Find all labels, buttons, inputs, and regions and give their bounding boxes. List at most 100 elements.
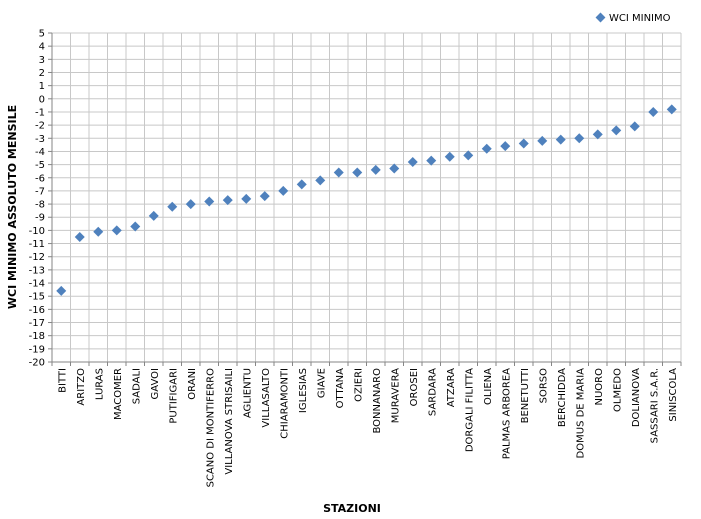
x-tick-label: ATZARA: [446, 368, 457, 407]
data-point: [259, 191, 270, 202]
y-tick-label: -13: [29, 265, 45, 276]
x-tick-label: SASSARI S.A.R.: [649, 368, 660, 443]
x-tick-label: GIAVE: [316, 368, 327, 398]
x-tick-label: PUTIFIGARI: [168, 368, 179, 424]
y-axis-tick-labels: -20-19-18-17-16-15-14-13-12-11-10-9-8-7-…: [29, 29, 45, 369]
y-tick-label: -17: [29, 318, 45, 329]
data-point: [296, 179, 307, 190]
x-tick-label: PALMAS ARBOREA: [501, 368, 512, 459]
data-point: [592, 129, 603, 140]
y-tick-label: -8: [35, 200, 45, 211]
y-tick-label: -16: [29, 305, 45, 316]
data-point: [481, 143, 492, 154]
x-tick-label: OLIENA: [483, 368, 494, 405]
x-tick-label: BENETUTTI: [520, 368, 531, 423]
data-point: [463, 150, 474, 161]
data-point: [611, 125, 622, 136]
y-tick-label: -6: [35, 173, 45, 184]
data-point: [333, 167, 344, 178]
data-point: [648, 106, 659, 117]
y-tick-label: -15: [29, 292, 45, 303]
y-tick-label: 0: [39, 94, 45, 105]
data-point: [370, 164, 381, 175]
x-tick-label: BONNANARO: [372, 368, 383, 434]
x-tick-label: ORANI: [187, 368, 198, 400]
y-tick-label: 2: [39, 68, 45, 79]
y-tick-label: -18: [29, 331, 45, 342]
x-tick-label: SARDARA: [427, 368, 438, 416]
data-point: [444, 151, 455, 162]
x-tick-label: DORGALI FILITTA: [464, 368, 475, 452]
x-tick-label: SORSO: [538, 368, 549, 404]
x-tick-label: BITTI: [57, 368, 68, 393]
data-point: [500, 141, 511, 152]
data-point: [666, 104, 677, 115]
data-point: [93, 226, 104, 237]
y-tick-label: -10: [29, 226, 45, 237]
data-point: [185, 199, 196, 210]
data-point: [148, 210, 159, 221]
y-tick-label: -9: [35, 213, 45, 224]
y-tick-label: -2: [35, 121, 45, 132]
data-point: [389, 163, 400, 174]
data-point: [426, 155, 437, 166]
legend-label: WCI MINIMO: [609, 13, 671, 24]
y-tick-label: -20: [29, 358, 45, 369]
data-point: [407, 156, 418, 167]
data-point: [555, 134, 566, 145]
y-tick-label: 5: [39, 29, 45, 40]
x-tick-label: VILLASALTO: [261, 368, 272, 428]
data-point: [167, 201, 178, 212]
data-point: [278, 185, 289, 196]
data-point: [315, 175, 326, 186]
x-tick-label: CHIARAMONTI: [279, 368, 290, 439]
x-tick-label: DOLIANOVA: [631, 368, 642, 427]
x-tick-label: OTTANA: [335, 368, 346, 408]
x-tick-label: NUORO: [594, 368, 605, 406]
data-point: [574, 133, 585, 144]
y-tick-label: -11: [29, 239, 45, 250]
x-tick-label: MURAVERA: [390, 368, 401, 423]
x-axis-title: STAZIONI: [323, 502, 381, 515]
y-tick-label: -7: [35, 186, 45, 197]
legend-marker: [595, 12, 606, 23]
data-point: [130, 221, 141, 232]
data-points: [56, 104, 677, 296]
y-tick-label: -3: [35, 134, 45, 145]
x-axis-tick-labels: BITTI ARITZO LURAS MACOMER SADALI GAVOI PUTIFI…: [57, 368, 679, 488]
y-tick-label: 1: [39, 81, 45, 92]
x-tick-label: VILLANOVA STRISAILI: [224, 368, 235, 475]
x-tick-label: SINISCOLA: [668, 368, 679, 422]
data-point: [629, 121, 640, 132]
x-tick-label: OLMEDO: [612, 368, 623, 412]
x-tick-label: MACOMER: [113, 368, 124, 420]
x-tick-label: DOMUS DE MARIA: [575, 368, 586, 459]
y-tick-label: 4: [39, 42, 45, 53]
y-axis-title: WCI MINIMO ASSOLUTO MENSILE: [6, 105, 19, 309]
x-tick-label: SADALI: [131, 368, 142, 404]
legend: WCI MINIMO: [595, 12, 671, 24]
y-tick-label: -5: [35, 160, 45, 171]
y-tick-label: -1: [35, 107, 45, 118]
data-point: [204, 196, 215, 207]
x-tick-label: BERCHIDDA: [557, 368, 568, 427]
grid-lines: [51, 32, 682, 363]
x-tick-label: OROSEI: [409, 368, 420, 406]
x-tick-label: OZIERI: [353, 368, 364, 402]
y-tick-label: 3: [39, 55, 45, 66]
data-point: [222, 195, 233, 206]
data-point: [56, 285, 67, 296]
data-point: [518, 138, 529, 149]
data-point: [537, 135, 548, 146]
x-tick-label: IGLESIAS: [298, 368, 309, 413]
data-point: [352, 167, 363, 178]
y-tick-label: -19: [29, 344, 45, 355]
x-tick-label: LURAS: [94, 368, 105, 400]
data-point: [111, 225, 122, 236]
axes: [48, 32, 682, 366]
data-point: [74, 231, 85, 242]
y-tick-label: -4: [35, 147, 45, 158]
x-tick-label: AGLIENTU: [242, 368, 253, 418]
x-tick-label: SCANO DI MONTIFERRO: [205, 368, 216, 488]
